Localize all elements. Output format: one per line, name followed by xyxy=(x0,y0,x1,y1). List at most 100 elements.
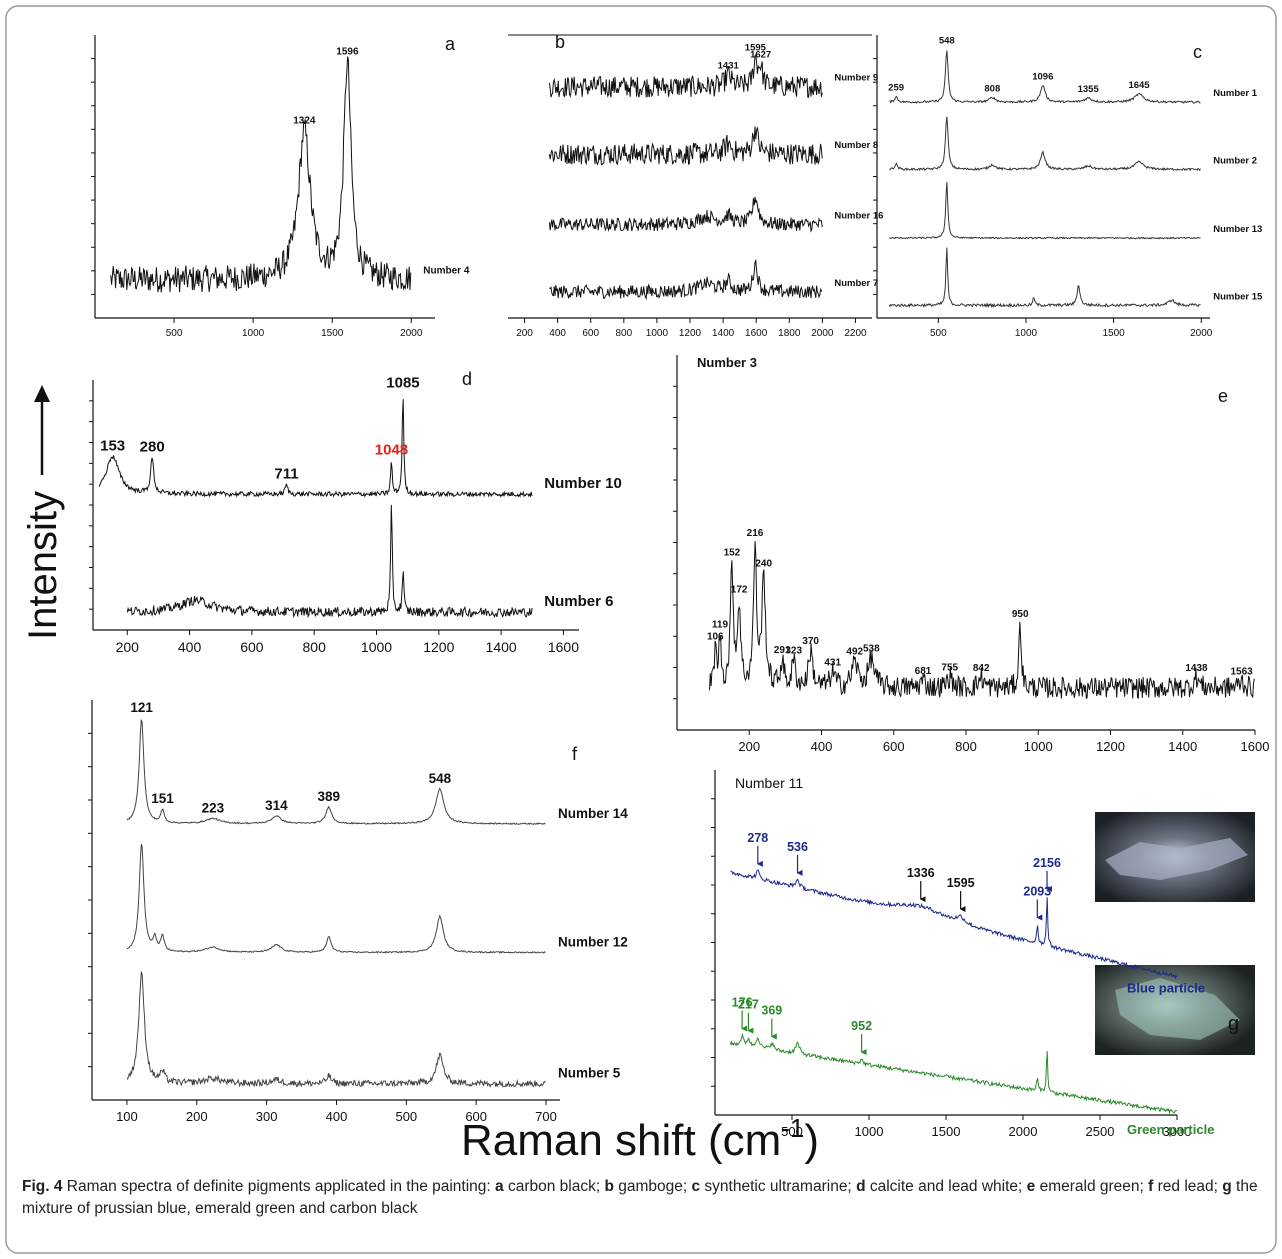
peak-label: 1438 xyxy=(1185,663,1208,674)
y-axis-label: Intensity xyxy=(21,491,65,640)
panel-letter: f xyxy=(572,744,578,764)
caption-segment: red lead; xyxy=(1153,1178,1223,1195)
x-tick-label: 700 xyxy=(535,1109,557,1124)
panel-letter: c xyxy=(1193,42,1202,62)
x-tick-label: 100 xyxy=(116,1109,138,1124)
peak-label: 259 xyxy=(888,83,904,94)
panel-title: Number 11 xyxy=(735,775,803,791)
peak-label: 548 xyxy=(939,36,955,47)
series-name: Number 5 xyxy=(558,1066,621,1081)
x-tick-label: 1800 xyxy=(778,328,801,339)
peak-label: 240 xyxy=(755,558,772,569)
x-tick-label: 800 xyxy=(303,639,327,655)
spectrum xyxy=(548,126,823,166)
peak-label: 1324 xyxy=(293,116,316,127)
peak-label: 952 xyxy=(851,1019,872,1033)
caption-segment: e xyxy=(1026,1178,1036,1195)
spectrum xyxy=(888,247,1201,309)
caption-segment: f xyxy=(1148,1178,1154,1195)
x-tick-label: 1200 xyxy=(423,639,454,655)
spectrum xyxy=(709,541,1255,700)
series-name: Number 10 xyxy=(544,475,622,492)
x-tick-label: 1200 xyxy=(1096,739,1125,754)
x-axis-label-end: ) xyxy=(804,1116,819,1165)
inset-particle xyxy=(1115,978,1240,1040)
x-tick-label: 1500 xyxy=(1102,328,1125,339)
peak-label: 1595 xyxy=(745,43,767,54)
x-tick-label: 1500 xyxy=(321,328,344,339)
peak-label: 369 xyxy=(761,1003,782,1017)
spectrum xyxy=(730,869,1178,980)
peak-label: 217 xyxy=(738,998,759,1012)
series-name: Number 16 xyxy=(834,211,883,222)
caption: Fig. 4 Raman spectra of definite pigment… xyxy=(22,1176,1262,1220)
peak-label: 536 xyxy=(787,840,808,854)
series-name: Number 4 xyxy=(423,266,470,277)
spectrum xyxy=(98,399,533,498)
x-tick-label: 3000 xyxy=(1163,1124,1192,1139)
peak-label: 389 xyxy=(318,789,341,804)
x-tick-label: 600 xyxy=(582,328,599,339)
x-tick-label: 1000 xyxy=(1024,739,1053,754)
caption-segment: a xyxy=(495,1178,504,1195)
spectrum xyxy=(126,844,546,954)
x-tick-label: 500 xyxy=(166,328,183,339)
x-tick-label: 800 xyxy=(955,739,977,754)
inset-particle xyxy=(1105,838,1248,880)
x-tick-label: 500 xyxy=(930,328,947,339)
x-tick-label: 500 xyxy=(395,1109,417,1124)
peak-label: 1627 xyxy=(750,49,771,60)
peak-label: 172 xyxy=(731,584,748,595)
x-tick-label: 400 xyxy=(326,1109,348,1124)
peak-label: 121 xyxy=(130,700,153,715)
x-tick-label: 1400 xyxy=(712,328,735,339)
panel-letter: g xyxy=(1228,1013,1239,1035)
peak-label: 1645 xyxy=(1128,80,1150,91)
panel-letter: b xyxy=(555,32,565,52)
caption-segment: Fig. 4 xyxy=(22,1178,63,1195)
spectrum xyxy=(889,50,1201,104)
x-tick-label: 2000 xyxy=(1190,328,1213,339)
x-tick-label: 200 xyxy=(738,739,760,754)
peak-label: 1085 xyxy=(386,375,419,392)
peak-label: 2093 xyxy=(1023,885,1051,899)
peak-label: 223 xyxy=(202,800,225,815)
caption-segment: the mixture of prussian blue, emerald gr… xyxy=(22,1178,1258,1217)
spectrum xyxy=(889,181,1201,240)
series-name: Number 7 xyxy=(834,278,878,289)
x-tick-label: 400 xyxy=(549,328,566,339)
x-tick-label: 300 xyxy=(256,1109,278,1124)
x-tick-label: 1000 xyxy=(855,1124,884,1139)
series-name: Number 15 xyxy=(1213,291,1263,302)
peak-label: 2156 xyxy=(1033,856,1061,870)
x-axis-label-text: Raman shift (cm xyxy=(461,1116,781,1165)
spectrum xyxy=(126,719,546,826)
spectrum xyxy=(110,56,412,293)
series-name: Number 6 xyxy=(544,593,613,610)
peak-label: 548 xyxy=(429,771,452,786)
series-name: Number 9 xyxy=(834,73,878,84)
spectrum xyxy=(548,196,823,233)
x-tick-label: 600 xyxy=(240,639,264,655)
caption-segment: Raman spectra of definite pigments appli… xyxy=(62,1178,496,1195)
x-tick-label: 2000 xyxy=(811,328,834,339)
peak-label: 950 xyxy=(1012,609,1029,620)
peak-label: 681 xyxy=(915,666,932,677)
peak-label: 151 xyxy=(151,791,174,806)
y-axis-arrowhead xyxy=(34,385,50,402)
caption-segment: g xyxy=(1222,1178,1232,1195)
spectrum xyxy=(549,258,823,300)
peak-label: 808 xyxy=(984,83,1000,94)
peak-label: 711 xyxy=(274,466,298,483)
peak-label: 1431 xyxy=(718,60,740,71)
caption-segment: emerald green; xyxy=(1035,1178,1149,1195)
x-tick-label: 1400 xyxy=(1168,739,1197,754)
series-name: Number 13 xyxy=(1213,224,1262,235)
x-tick-label: 1000 xyxy=(361,639,392,655)
x-tick-label: 1000 xyxy=(646,328,669,339)
spectrum xyxy=(126,504,533,619)
peak-label: 1048 xyxy=(375,441,408,458)
caption-segment: c xyxy=(691,1178,701,1195)
spectrum xyxy=(729,1032,1178,1115)
